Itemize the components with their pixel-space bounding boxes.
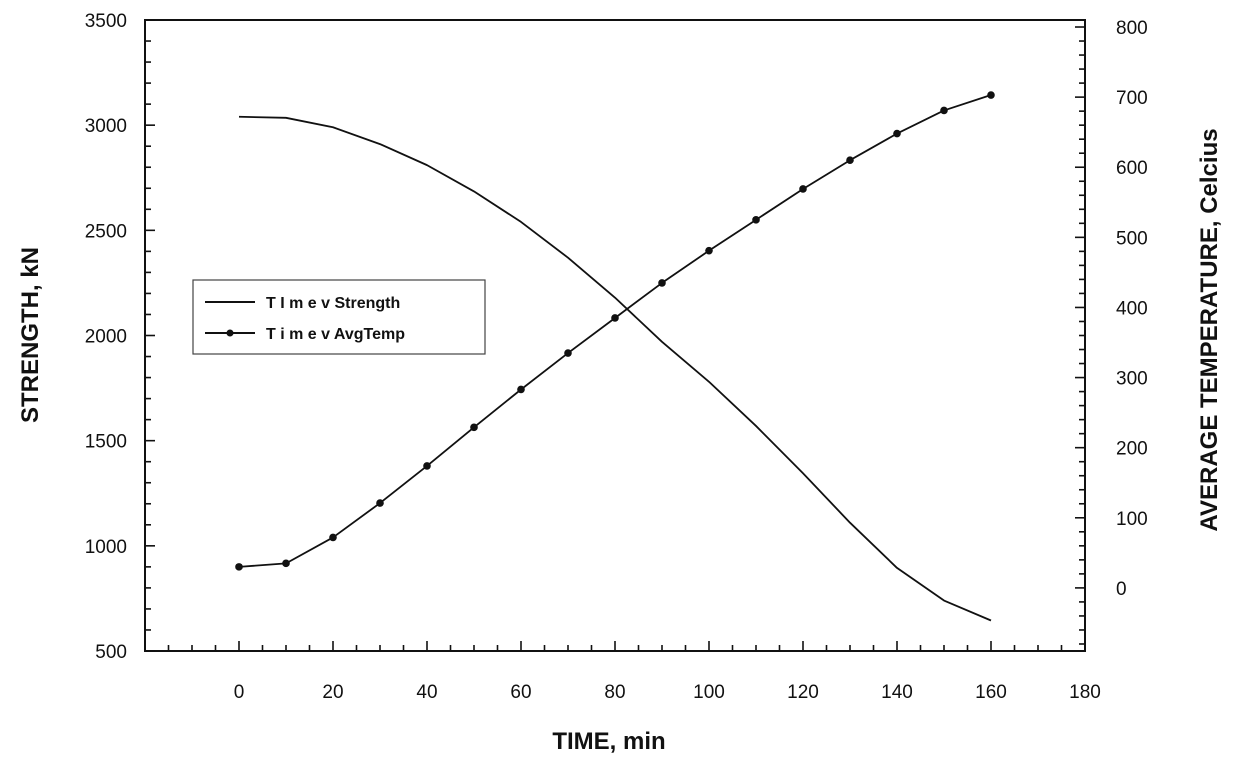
left-y-tick-label: 500	[95, 642, 127, 663]
x-tick-label: 20	[322, 682, 343, 703]
avgtemp-point	[470, 423, 478, 432]
x-axis-title: TIME, min	[552, 728, 665, 755]
x-tick-label: 100	[693, 682, 725, 703]
avgtemp-point	[423, 462, 431, 470]
avgtemp-point	[517, 385, 525, 394]
left-y-tick-label: 3500	[85, 11, 127, 32]
right-y-tick-label: 800	[1116, 18, 1148, 39]
legend-marker-avgtemp	[226, 329, 234, 337]
avgtemp-point	[752, 216, 760, 224]
left-y-tick-label: 1500	[85, 432, 127, 453]
avgtemp-point	[611, 314, 619, 322]
right-y-axis-title: AVERAGE TEMPERATURE, Celcius	[1196, 128, 1223, 531]
left-y-axis-title: STRENGTH, kN	[17, 247, 44, 423]
right-y-tick-label: 0	[1116, 579, 1127, 600]
avgtemp-point	[705, 246, 713, 255]
right-y-tick-label: 300	[1116, 369, 1148, 390]
strength-line	[238, 115, 992, 622]
avgtemp-point	[564, 349, 572, 357]
right-y-tick-label: 500	[1116, 228, 1148, 249]
avgtemp-point	[235, 563, 243, 571]
right-y-tick-label: 100	[1116, 509, 1148, 530]
x-tick-label: 120	[787, 682, 819, 703]
legend-label-strength: T I m e v Strength	[266, 295, 400, 312]
x-tick-label: 40	[416, 682, 437, 703]
x-tick-label: 0	[234, 682, 245, 703]
avgtemp-point	[940, 106, 948, 115]
legend-box	[192, 279, 486, 355]
x-tick-label: 180	[1069, 682, 1101, 703]
x-tick-label: 60	[510, 682, 531, 703]
legend: T I m e v Strength T i m e v AvgTemp	[192, 279, 486, 355]
left-y-tick-label: 1000	[85, 537, 127, 558]
avgtemp-point	[376, 499, 384, 507]
x-tick-label: 80	[604, 682, 625, 703]
avgtemp-point	[987, 91, 995, 99]
right-y-tick-label: 700	[1116, 88, 1148, 109]
avgtemp-point	[893, 129, 901, 138]
left-y-tick-label: 3000	[85, 116, 127, 137]
avgtemp-point	[282, 559, 290, 568]
avgtemp-point	[846, 156, 854, 165]
left-y-tick-label: 2500	[85, 221, 127, 242]
x-tick-label: 140	[881, 682, 913, 703]
series-layer	[235, 91, 995, 622]
right-y-tick-label: 600	[1116, 158, 1148, 179]
left-y-axis-ticks: 500 1000 1500 2000 2500 3000 3500	[85, 11, 155, 663]
avgtemp-point	[799, 185, 807, 193]
avgtemp-point	[329, 533, 337, 542]
x-tick-label: 160	[975, 682, 1007, 703]
legend-label-avgtemp: T i m e v AvgTemp	[266, 326, 405, 343]
right-y-tick-label: 200	[1116, 439, 1148, 460]
avgtemp-point	[658, 279, 666, 287]
left-y-tick-label: 2000	[85, 327, 127, 348]
right-y-axis-ticks: 0 100 200 300 400 500 600 700 800	[1075, 18, 1148, 645]
right-y-tick-label: 400	[1116, 298, 1148, 319]
x-axis-ticks: 0 20 40 60 80 100 120 140 160 180	[144, 641, 1101, 703]
